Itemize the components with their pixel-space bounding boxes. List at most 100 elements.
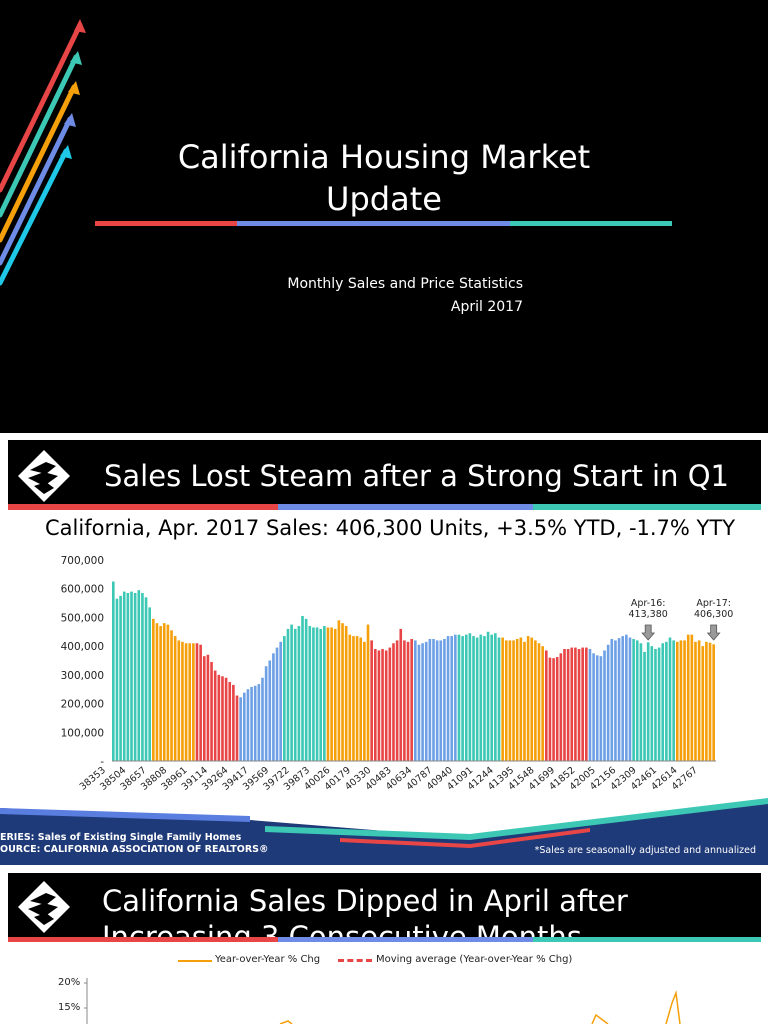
sales-bar xyxy=(537,643,541,761)
sales-bar xyxy=(708,642,712,761)
sales-bar xyxy=(697,640,701,761)
sales-bar xyxy=(261,677,264,761)
title-underline-blue xyxy=(237,221,510,226)
callout-apr16-label-line1: Apr-16: xyxy=(631,598,666,609)
sales-bar xyxy=(450,636,454,761)
header-underline-teal xyxy=(533,504,761,510)
sales-bar xyxy=(242,692,246,761)
sales-bar xyxy=(414,640,417,761)
title-slide: California Housing Market Update Monthly… xyxy=(0,0,768,433)
sales-bar xyxy=(508,640,512,761)
sales-bar xyxy=(421,643,424,761)
callout-apr17-label-line2: 406,300 xyxy=(694,609,733,620)
sales-bar xyxy=(592,653,595,761)
sales-bar xyxy=(315,627,319,761)
sales-bar xyxy=(297,626,301,761)
sales-bar xyxy=(112,581,115,761)
chart-subtitle: California, Apr. 2017 Sales: 406,300 Uni… xyxy=(45,516,736,540)
sales-bar xyxy=(574,647,577,761)
legend-line-moving-avg xyxy=(338,959,372,962)
callout-apr17-label-line1: Apr-17: xyxy=(696,598,731,609)
decorative-arrows xyxy=(0,19,86,286)
sales-bar xyxy=(686,634,690,761)
sales-bar xyxy=(377,650,381,761)
sales-bar xyxy=(519,637,523,761)
sales-bar xyxy=(344,626,348,761)
sales-bar xyxy=(166,624,170,761)
sales-bar xyxy=(301,615,304,761)
sales-bar xyxy=(625,634,628,761)
sales-bar xyxy=(188,643,192,761)
sales-bar xyxy=(403,640,406,761)
sales-bar xyxy=(137,590,141,761)
sales-bar xyxy=(152,618,155,761)
sales-bar xyxy=(705,641,708,761)
sales-bar xyxy=(566,649,570,761)
sales-bar xyxy=(606,644,610,761)
title-line-2: Update xyxy=(326,180,442,218)
y-tick-label: 700,000 xyxy=(61,555,104,567)
sales-bar xyxy=(173,636,177,761)
sales-bar xyxy=(257,684,261,761)
sales-bar xyxy=(675,641,679,761)
sales-bar xyxy=(424,641,428,761)
header-underline-blue xyxy=(278,504,533,510)
sales-bar xyxy=(290,624,293,761)
sales-bar xyxy=(304,618,308,761)
sales-bar xyxy=(279,641,282,761)
sales-bar xyxy=(370,640,373,761)
sales-bar xyxy=(461,636,464,761)
sales-bar xyxy=(464,634,468,761)
title-underline-red xyxy=(95,221,237,226)
source-note: OURCE: CALIFORNIA ASSOCIATION OF REALTOR… xyxy=(0,844,269,855)
sales-bar xyxy=(694,641,697,761)
sales-bar xyxy=(239,697,242,761)
sales-bar xyxy=(646,642,650,761)
sales-bar xyxy=(585,647,588,761)
sales-bar xyxy=(654,649,657,761)
sales-bar xyxy=(312,627,315,761)
sales-bar xyxy=(563,649,566,761)
sales-bar xyxy=(639,643,643,761)
sales-bar xyxy=(617,638,621,761)
sales-bar xyxy=(232,684,235,761)
legend-label-moving-avg: Moving average (Year-over-Year % Chg) xyxy=(376,954,573,965)
sales-bar xyxy=(195,643,199,761)
sales-bar xyxy=(621,636,625,761)
sales-bar xyxy=(272,653,275,761)
sales-bar xyxy=(177,640,181,761)
sales-bar xyxy=(668,637,672,761)
y-tick-label: 500,000 xyxy=(61,612,104,624)
presentation-title: California Housing Market Update xyxy=(100,136,668,220)
y-tick-15: 15% xyxy=(58,1002,81,1013)
sales-bar xyxy=(308,626,312,761)
subtitle-block: Monthly Sales and Price Statistics April… xyxy=(280,273,523,319)
yoy-change-slide: California Sales Dipped in April after I… xyxy=(0,865,768,1024)
sales-bar xyxy=(275,647,279,761)
sales-bar xyxy=(595,655,599,761)
callout-apr16-arrow-icon xyxy=(641,624,656,641)
adjustment-note: *Sales are seasonally adjusted and annua… xyxy=(534,845,756,856)
sales-bar xyxy=(217,674,221,761)
sales-bar xyxy=(202,656,206,761)
sales-bar xyxy=(206,654,210,761)
sales-bar xyxy=(162,623,166,761)
sales-bar xyxy=(570,647,574,761)
sales-bar xyxy=(384,650,388,761)
sales-bar xyxy=(359,637,363,761)
sales-bar xyxy=(610,638,614,761)
sales-bar xyxy=(435,640,439,761)
sales-bar xyxy=(483,636,486,761)
sales-bar xyxy=(446,636,450,761)
sales-bar xyxy=(333,628,337,761)
sales-bar xyxy=(133,593,137,761)
sales-bar xyxy=(246,689,250,761)
sales-bar xyxy=(577,649,581,761)
sales-bar xyxy=(388,647,392,761)
sales-bar xyxy=(381,649,384,761)
sales-bar xyxy=(541,646,544,761)
sales-bar xyxy=(199,644,202,761)
sales-bar xyxy=(337,620,341,761)
sales-bar xyxy=(454,634,457,761)
sales-bar xyxy=(264,666,268,761)
